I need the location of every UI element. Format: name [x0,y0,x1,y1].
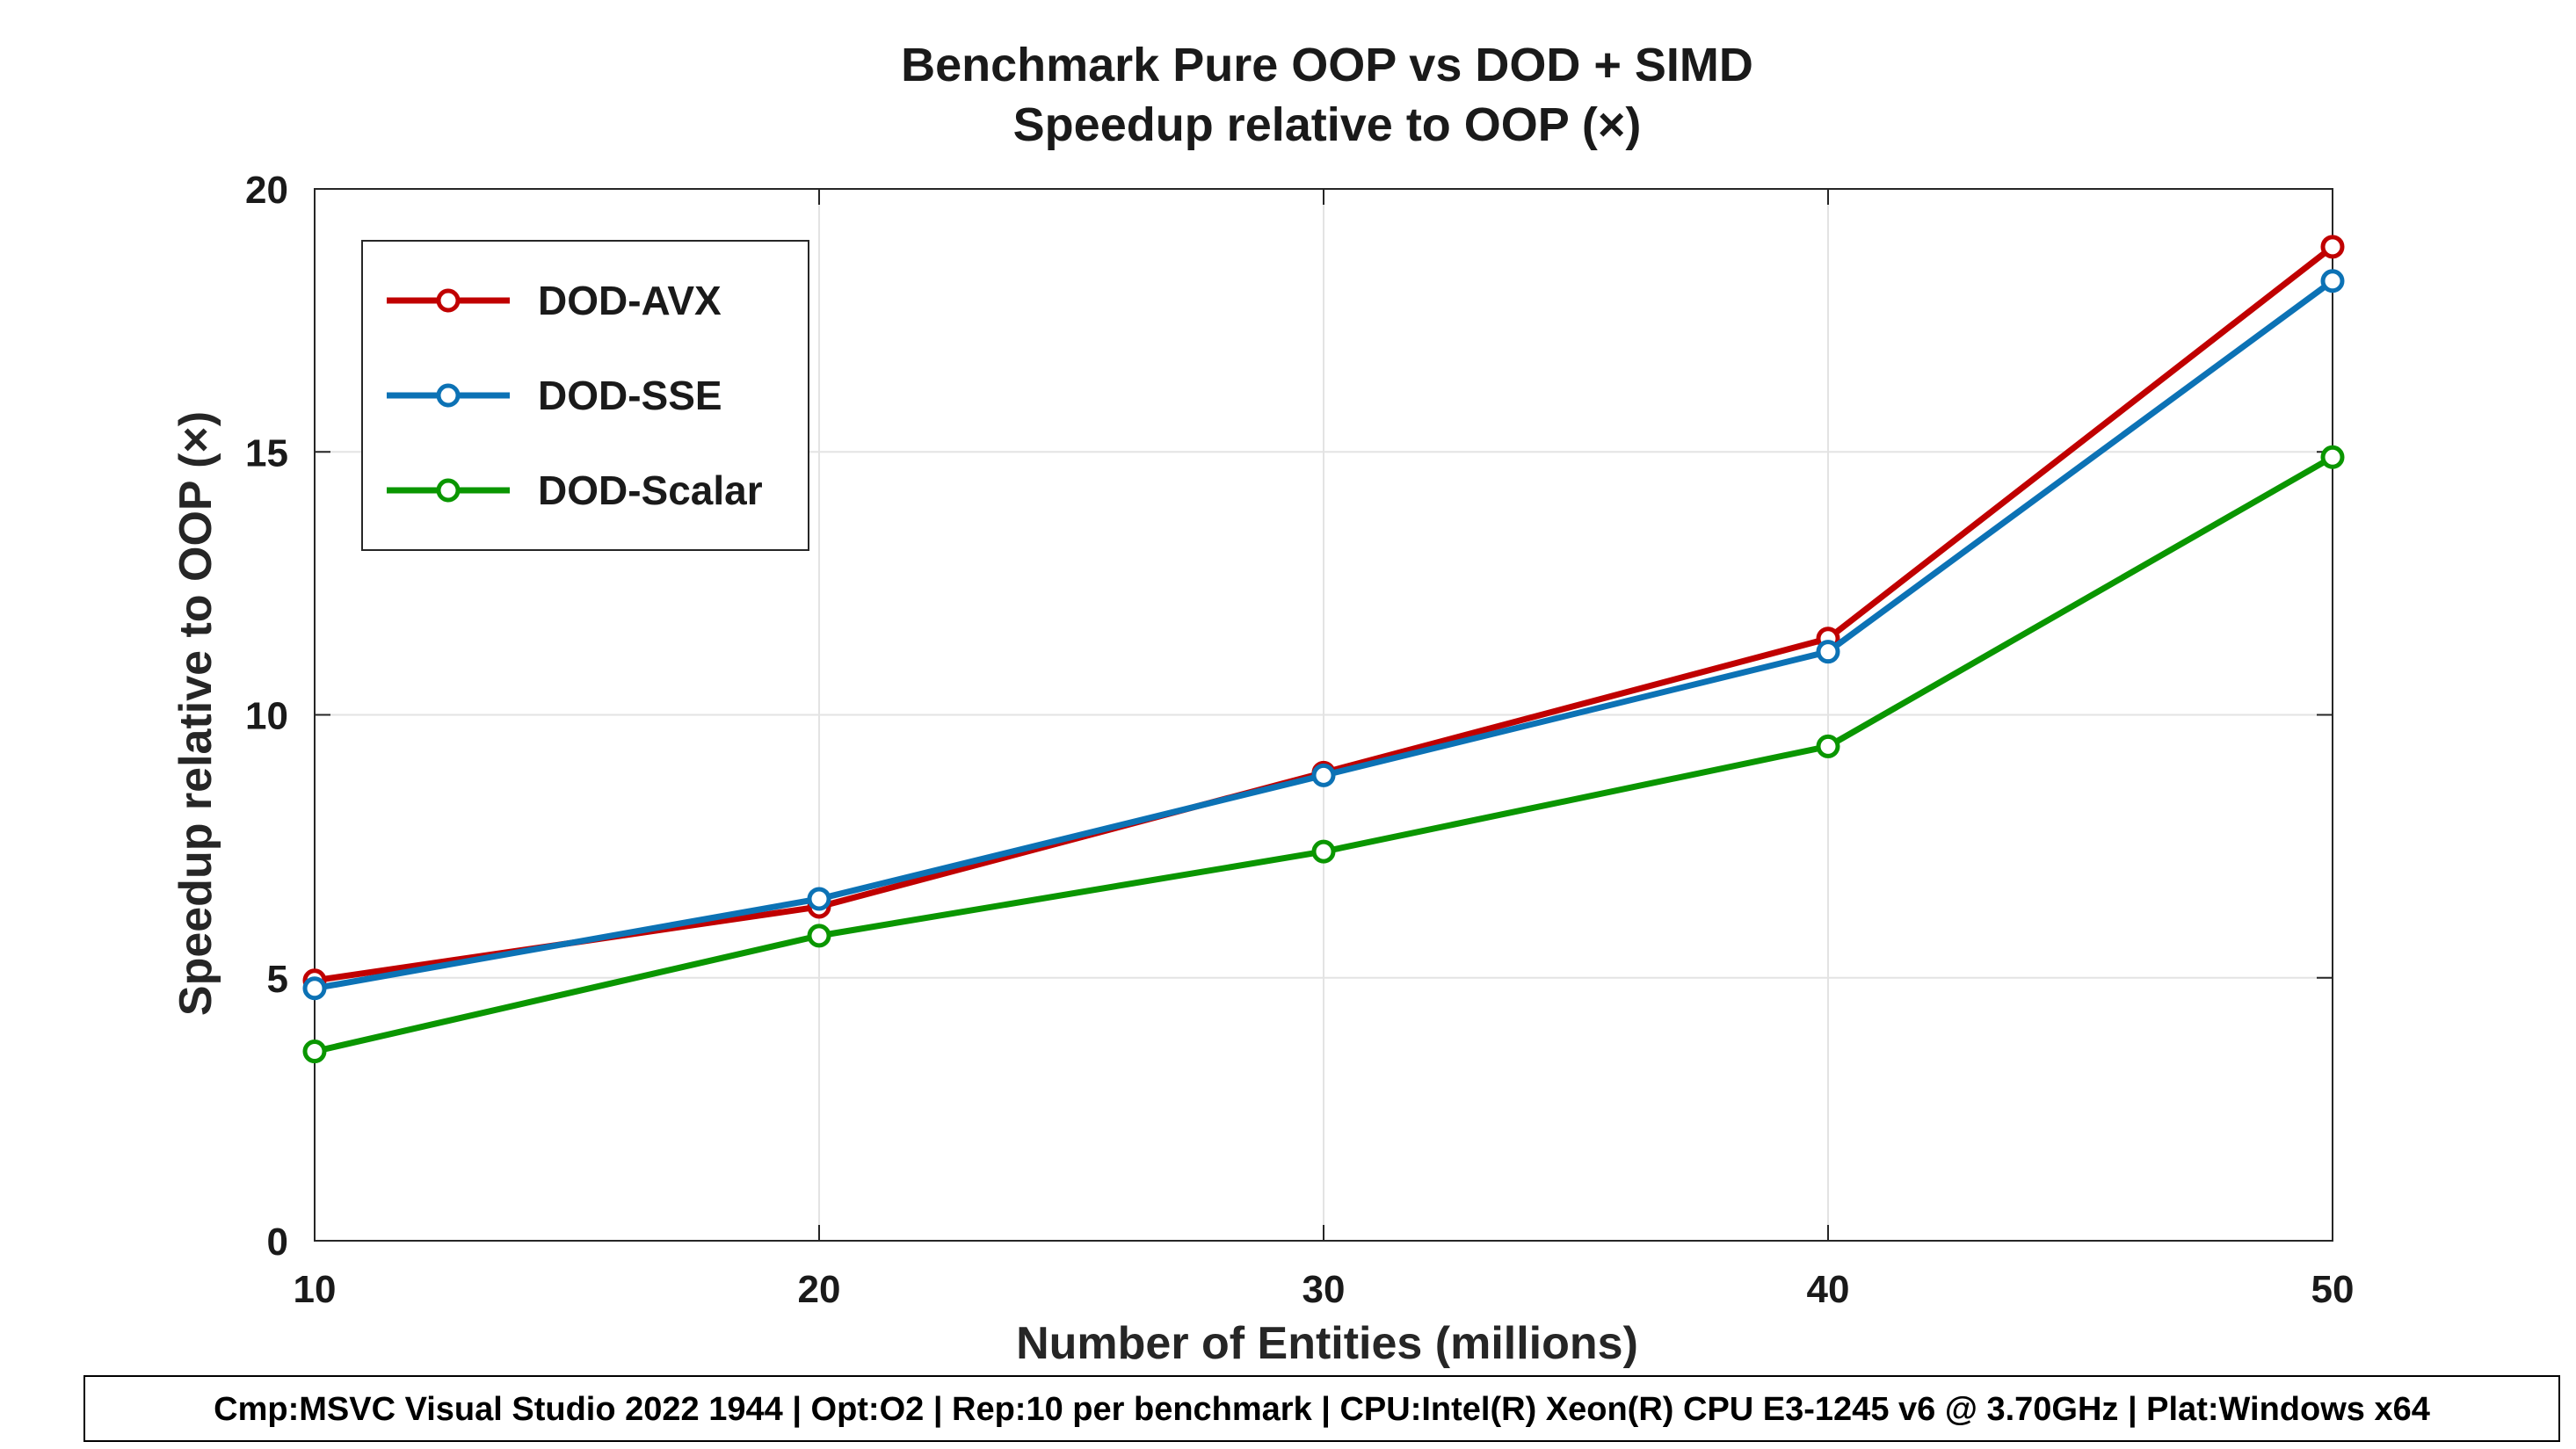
data-point-dod-scalar [1311,839,1336,864]
legend-entry-label: DOD-Scalar [538,467,763,513]
legend-entry-label: DOD-AVX [538,278,722,323]
x-tick-label: 30 [1303,1268,1346,1311]
legend-swatch-marker [436,478,461,503]
axis-ticks: 10 20 30 40 50 0 5 10 15 20 [245,169,2354,1311]
y-tick-label: 15 [245,431,288,475]
legend-entry-label: DOD-SSE [538,373,722,418]
data-point-dod-scalar [2320,445,2345,469]
x-tick-label: 10 [294,1268,337,1311]
data-point-dod-scalar [302,1040,327,1064]
legend-swatch-marker [436,383,461,408]
footer-text: Cmp:MSVC Visual Studio 2022 1944 | Opt:O… [214,1391,2430,1428]
legend-swatch-marker [436,288,461,313]
data-point-dod-sse [302,976,327,1001]
legend: DOD-AVX DOD-SSE DOD-Scalar [361,240,809,551]
x-tick-label: 20 [798,1268,841,1311]
data-point-dod-sse [2320,269,2345,293]
chart-title: Benchmark Pure OOP vs DOD + SIMD [901,39,1753,91]
data-point-dod-sse [1816,640,1840,664]
x-tick-label: 50 [2311,1268,2355,1311]
chart-subtitle: Speedup relative to OOP (×) [1013,98,1642,151]
data-point-dod-avx [2320,235,2345,259]
series-dod-sse [302,269,2345,1001]
x-tick-label: 40 [1807,1268,1850,1311]
y-tick-label: 10 [245,695,288,738]
data-point-dod-sse [1311,763,1336,787]
y-tick-label: 20 [245,169,288,212]
data-point-dod-scalar [1816,734,1840,758]
series-dod-scalar [302,445,2345,1064]
data-point-dod-scalar [807,924,831,948]
series-group [302,235,2345,1064]
footer-box [83,1375,2560,1442]
data-point-dod-sse [807,887,831,911]
y-tick-label: 0 [267,1221,288,1264]
x-axis-label: Number of Entities (millions) [1016,1318,1638,1369]
y-axis-label: Speedup relative to OOP (×) [171,411,221,1016]
y-tick-label: 5 [267,958,288,1001]
